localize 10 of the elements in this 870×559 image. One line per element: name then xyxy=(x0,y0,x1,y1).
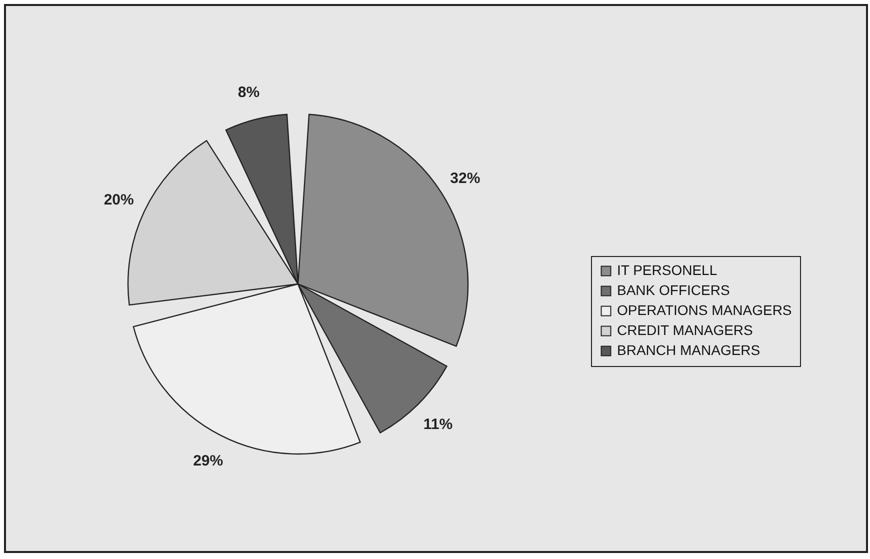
data-label: 8% xyxy=(238,84,260,102)
data-label: 29% xyxy=(193,452,224,470)
data-label: 20% xyxy=(104,192,134,209)
legend-label: CREDIT MANAGERS xyxy=(617,322,753,338)
legend-label: IT PERSONELL xyxy=(617,262,718,278)
data-label: 11% xyxy=(423,416,453,434)
legend-label: OPERATIONS MANAGERS xyxy=(617,302,792,318)
legend-label: BANK OFFICERS xyxy=(617,282,730,298)
data-label: 32% xyxy=(450,170,480,187)
legend-label: BRANCH MANAGERS xyxy=(617,342,760,358)
